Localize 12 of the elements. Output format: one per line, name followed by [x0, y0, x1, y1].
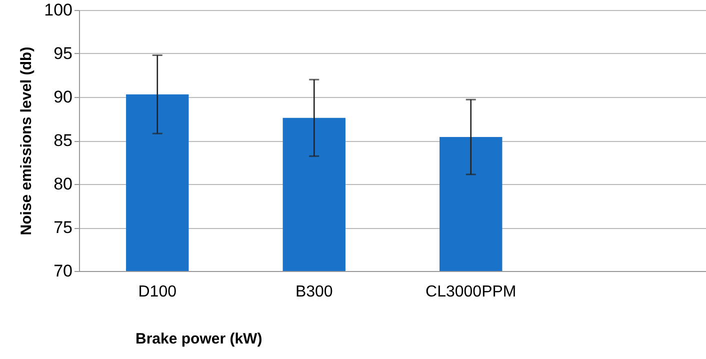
- x-axis-title: Brake power (kW): [136, 330, 262, 348]
- y-tick-label: 80: [54, 174, 72, 194]
- y-tick-label: 70: [54, 262, 72, 280]
- y-axis-title: Noise emissions level (db): [18, 46, 36, 236]
- x-tick-label: B300: [295, 284, 333, 300]
- y-tick-label: 90: [54, 88, 72, 106]
- x-tick-label: D100: [138, 284, 177, 300]
- y-tick-label: 100: [44, 0, 72, 20]
- x-tick-label: CL3000PPM: [426, 284, 516, 300]
- y-tick-label: 95: [54, 44, 72, 63]
- y-tick-label: 75: [54, 218, 72, 237]
- y-tick-label: 85: [54, 131, 72, 150]
